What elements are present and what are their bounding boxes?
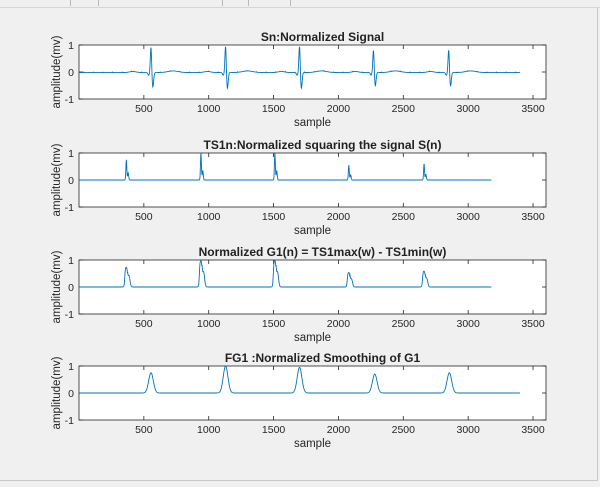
y-axis-label: amplitude(mv) [51,250,63,323]
series-line [79,260,492,288]
subplot-3: Normalized G1(n) = TS1max(w) - TS1min(w)… [51,245,547,344]
x-axis-label: sample [294,332,331,344]
figure-toolbar [0,0,600,8]
series-line [79,153,492,181]
y-tick-label: 1 [68,148,74,160]
y-tick-label: 1 [68,361,74,373]
x-tick-label: 2500 [392,103,416,115]
x-tick-label: 1000 [197,211,221,223]
y-axis-label: amplitude(mv) [51,356,63,429]
x-tick-label: 3000 [456,424,480,436]
x-tick-label: 1000 [197,424,221,436]
toolbar-separator [98,0,99,6]
x-tick-label: 1500 [262,211,286,223]
x-tick-label: 2500 [392,211,416,223]
x-axis-label: sample [294,438,331,450]
y-tick-label: 1 [68,255,74,267]
x-axis-label: sample [294,225,331,237]
y-axis-label: amplitude(mv) [51,35,63,108]
x-tick-label: 1500 [262,318,286,330]
y-tick-label: 0 [68,282,74,294]
x-tick-label: 500 [135,318,153,330]
chart-title: FG1 :Normalized Smoothing of G1 [225,351,421,365]
x-tick-label: 500 [135,211,153,223]
y-tick-label: 0 [68,388,74,400]
x-tick-label: 1000 [197,318,221,330]
y-tick-label: -1 [65,309,74,321]
figure-window: Sn:Normalized Signal 500 1000 1500 2000 2500 3… [0,8,598,481]
x-tick-label: 3000 [456,318,480,330]
x-tick-label: 2000 [327,424,351,436]
x-tick-label: 3000 [456,211,480,223]
x-tick-label: 2500 [392,424,416,436]
x-tick-label: 3000 [456,103,480,115]
x-tick-label: 2500 [392,318,416,330]
y-tick-label: 1 [68,40,74,52]
x-tick-label: 1000 [197,103,221,115]
y-tick-label: 0 [68,175,74,187]
x-tick-label: 3500 [521,211,545,223]
chart-title: Normalized G1(n) = TS1max(w) - TS1min(w) [199,245,447,259]
x-tick-label: 2000 [327,103,351,115]
y-tick-label: -1 [65,415,74,427]
subplot-2: TS1n:Normalized squaring the signal S(n)… [51,138,547,237]
y-tick-label: -1 [65,202,74,214]
x-tick-label: 2000 [327,211,351,223]
toolbar-separator [248,0,249,6]
x-tick-label: 3500 [521,424,545,436]
x-tick-label: 500 [135,103,153,115]
toolbar-separator [290,0,291,6]
x-tick-label: 3500 [521,318,545,330]
x-tick-label: 1500 [262,103,286,115]
y-axis-label: amplitude(mv) [51,143,63,216]
chart-title: TS1n:Normalized squaring the signal S(n) [203,138,441,152]
chart-title: Sn:Normalized Signal [261,30,384,44]
toolbar-separator [222,0,223,6]
subplot-1: Sn:Normalized Signal 500 1000 1500 2000 2500 3… [51,30,547,129]
y-tick-label: -1 [65,94,74,106]
toolbar-separator [70,0,71,6]
subplot-4: FG1 :Normalized Smoothing of G1 500 1000 15… [51,351,547,450]
x-axis-label: sample [294,117,331,129]
x-tick-label: 500 [135,424,153,436]
x-tick-label: 3500 [521,103,545,115]
x-tick-label: 1500 [262,424,286,436]
x-tick-label: 2000 [327,318,351,330]
y-tick-label: 0 [68,67,74,79]
series-line [79,46,520,90]
series-line [79,365,520,394]
